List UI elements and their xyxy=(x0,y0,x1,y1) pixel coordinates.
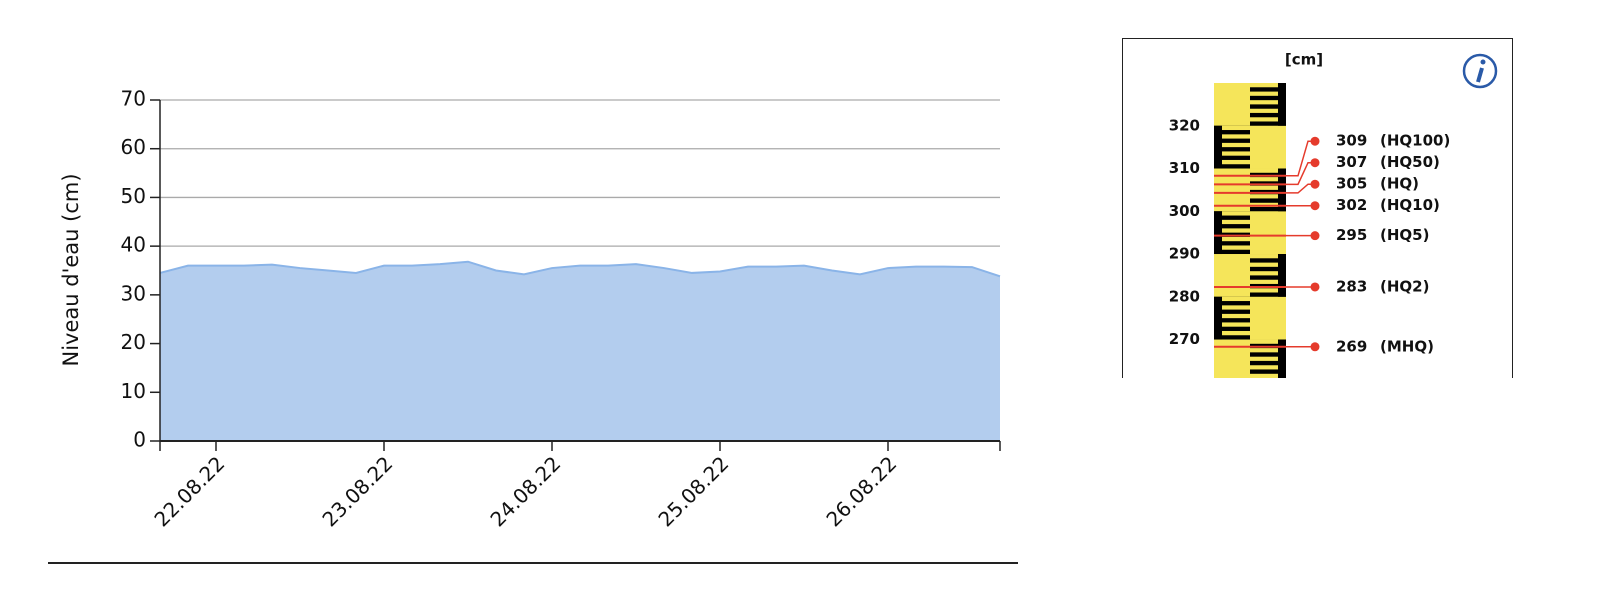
gauge-gap xyxy=(1250,262,1278,267)
gauge-gap xyxy=(1250,168,1278,173)
level-value: 305 xyxy=(1336,175,1367,193)
level-label: (MHQ) xyxy=(1380,337,1434,355)
gauge-gap xyxy=(1250,288,1278,293)
gauge-tick-label: 280 xyxy=(1169,287,1200,305)
gauge-tick-label: 320 xyxy=(1169,116,1200,134)
level-label: (HQ5) xyxy=(1380,226,1429,244)
level-value: 295 xyxy=(1336,226,1367,244)
level-dot xyxy=(1310,201,1320,211)
gauge-gap xyxy=(1250,100,1278,105)
gauge-unit: [cm] xyxy=(1285,51,1323,69)
level-value: 307 xyxy=(1336,153,1367,171)
gauge-gap xyxy=(1222,236,1250,242)
gauge-gap xyxy=(1250,177,1278,182)
gauge-gap xyxy=(1250,348,1278,353)
level-value: 309 xyxy=(1336,132,1367,150)
gauge-gap xyxy=(1250,356,1278,361)
level-label: (HQ2) xyxy=(1380,277,1429,295)
gauge-gap xyxy=(1222,330,1250,336)
level-label: (HQ) xyxy=(1380,175,1419,193)
gauge-gap xyxy=(1250,83,1278,88)
level-value: 283 xyxy=(1336,277,1367,295)
gauge-bar xyxy=(1250,91,1286,101)
level-value: 269 xyxy=(1336,337,1367,355)
gauge-tick-label: 270 xyxy=(1169,330,1200,348)
level-label: (HQ10) xyxy=(1380,196,1440,214)
gauge-gap xyxy=(1222,134,1250,139)
gauge-bar xyxy=(1250,100,1286,109)
gauge-gap xyxy=(1222,219,1250,225)
y-tick-label: 10 xyxy=(121,379,146,403)
y-tick-label: 40 xyxy=(121,233,146,257)
gauge-tick-label: 310 xyxy=(1169,159,1200,177)
level-dot xyxy=(1310,158,1320,168)
x-tick-label: 25.08.22 xyxy=(653,451,733,531)
info-icon[interactable] xyxy=(1462,53,1498,89)
gauge-gap xyxy=(1222,245,1250,250)
y-axis-label: Niveau d'eau (cm) xyxy=(59,173,83,366)
x-tick-label: 24.08.22 xyxy=(485,451,565,531)
level-value: 302 xyxy=(1336,196,1367,214)
level-dot xyxy=(1310,231,1320,241)
gauge-gap xyxy=(1222,296,1250,302)
gauge-gap xyxy=(1222,313,1250,319)
gauge-gap xyxy=(1250,185,1278,190)
area xyxy=(160,261,1000,441)
level-dot xyxy=(1310,179,1320,189)
y-tick-label: 20 xyxy=(121,330,146,354)
gauge-gap xyxy=(1222,142,1250,148)
gauge-gap xyxy=(1250,91,1278,96)
x-tick-label: 22.08.22 xyxy=(149,451,229,531)
gauge-gap xyxy=(1222,228,1250,233)
gauge-tick-label: 300 xyxy=(1169,202,1200,220)
y-tick-label: 0 xyxy=(133,428,146,452)
level-label: (HQ50) xyxy=(1380,153,1440,171)
gauge-gap xyxy=(1222,159,1250,165)
info-stem[interactable] xyxy=(1476,67,1484,83)
info-dot[interactable] xyxy=(1480,59,1486,65)
y-tick-label: 70 xyxy=(121,87,146,111)
x-tick-label: 23.08.22 xyxy=(317,451,397,531)
gauge-gap xyxy=(1250,271,1278,276)
gauge-tick-label: 290 xyxy=(1169,245,1200,263)
x-tick-label: 26.08.22 xyxy=(821,451,901,531)
y-tick-label: 30 xyxy=(121,281,146,305)
gauge-gap xyxy=(1250,194,1278,199)
gauge-gap xyxy=(1222,305,1250,310)
level-dot xyxy=(1310,282,1320,292)
gauge-cut xyxy=(1122,378,1514,382)
gauge-gap xyxy=(1250,365,1278,370)
gauge-gap xyxy=(1222,125,1250,131)
level-label: (HQ100) xyxy=(1380,132,1450,150)
gauge-gap xyxy=(1250,117,1278,122)
gauge-gap xyxy=(1222,211,1250,216)
y-tick-label: 50 xyxy=(121,184,146,208)
gauge-gap xyxy=(1250,373,1278,378)
gauge-gap xyxy=(1222,322,1250,327)
area-line xyxy=(159,260,1001,278)
gauge-scale xyxy=(1214,83,1286,378)
gauge-gap xyxy=(1222,151,1250,156)
y-tick-label: 60 xyxy=(121,135,146,159)
level-dot xyxy=(1310,136,1320,146)
gauge-gap xyxy=(1250,254,1278,259)
gauge-gap xyxy=(1250,339,1278,344)
level-dot xyxy=(1310,342,1320,352)
gauge-gap xyxy=(1250,279,1278,284)
gauge-gap xyxy=(1250,108,1278,113)
